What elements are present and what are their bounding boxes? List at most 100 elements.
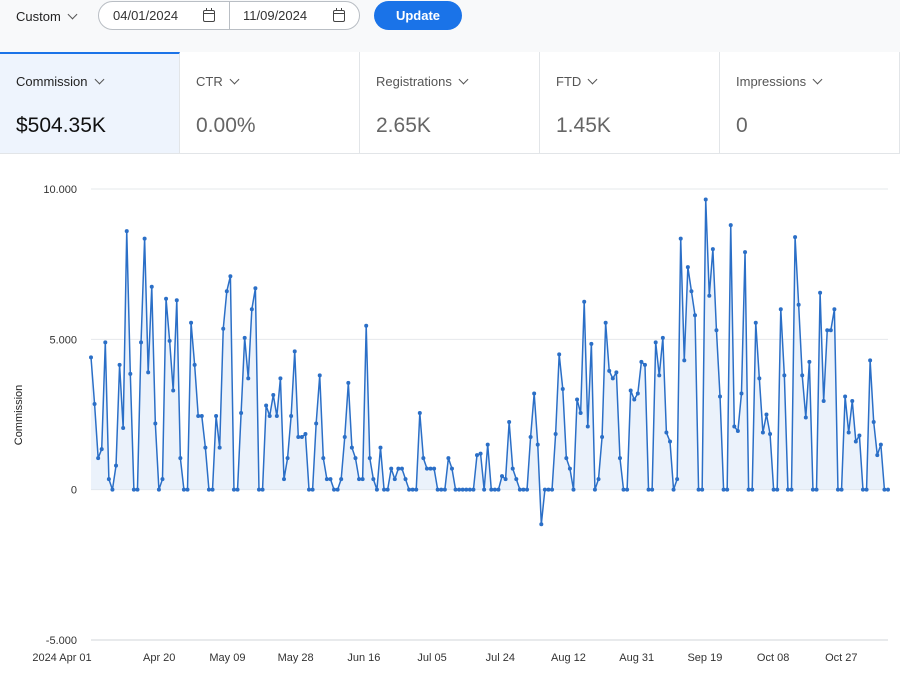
data-point[interactable] — [435, 487, 440, 492]
data-point[interactable] — [246, 376, 251, 381]
data-point[interactable] — [299, 435, 304, 440]
data-point[interactable] — [371, 477, 376, 482]
data-point[interactable] — [253, 286, 258, 291]
data-point[interactable] — [192, 362, 197, 367]
data-point[interactable] — [735, 429, 740, 434]
data-point[interactable] — [721, 487, 726, 492]
data-point[interactable] — [796, 302, 801, 307]
data-point[interactable] — [542, 487, 547, 492]
data-point[interactable] — [199, 414, 204, 418]
data-point[interactable] — [503, 477, 508, 482]
data-point[interactable] — [399, 466, 404, 471]
data-point[interactable] — [471, 487, 476, 492]
data-point[interactable] — [357, 477, 362, 482]
data-point[interactable] — [339, 477, 344, 482]
data-point[interactable] — [793, 235, 798, 240]
data-point[interactable] — [282, 477, 286, 482]
data-point[interactable] — [664, 430, 669, 435]
data-point[interactable] — [289, 414, 294, 418]
end-date-field[interactable]: 11/09/2024 — [243, 2, 351, 29]
data-point[interactable] — [407, 487, 412, 492]
data-point[interactable] — [342, 435, 347, 440]
data-point[interactable] — [750, 487, 755, 492]
data-point[interactable] — [167, 338, 172, 343]
data-point[interactable] — [807, 359, 812, 364]
data-point[interactable] — [171, 388, 176, 393]
data-point[interactable] — [181, 487, 186, 492]
data-point[interactable] — [814, 487, 819, 492]
data-point[interactable] — [228, 274, 233, 279]
data-point[interactable] — [657, 373, 662, 378]
data-point[interactable] — [421, 456, 426, 461]
data-point[interactable] — [446, 456, 451, 461]
data-point[interactable] — [857, 433, 862, 438]
data-point[interactable] — [839, 487, 844, 492]
data-point[interactable] — [464, 487, 469, 492]
data-point[interactable] — [449, 466, 454, 471]
data-point[interactable] — [603, 320, 608, 325]
data-point[interactable] — [349, 445, 354, 450]
data-point[interactable] — [106, 477, 111, 482]
date-range-preset-dropdown[interactable]: Custom — [16, 8, 78, 24]
data-point[interactable] — [474, 453, 479, 458]
data-point[interactable] — [424, 466, 429, 471]
data-point[interactable] — [378, 445, 383, 450]
data-point[interactable] — [696, 487, 701, 492]
data-point[interactable] — [278, 376, 283, 381]
data-point[interactable] — [303, 432, 308, 437]
data-point[interactable] — [667, 439, 672, 444]
data-point[interactable] — [517, 487, 522, 492]
start-date-field[interactable]: 04/01/2024 — [113, 2, 229, 29]
data-point[interactable] — [567, 466, 572, 471]
data-point[interactable] — [346, 380, 351, 385]
data-point[interactable] — [221, 326, 226, 331]
data-point[interactable] — [564, 456, 569, 461]
data-point[interactable] — [124, 229, 129, 234]
data-point[interactable] — [482, 487, 487, 492]
data-point[interactable] — [392, 477, 397, 482]
data-point[interactable] — [103, 340, 108, 345]
data-point[interactable] — [728, 223, 733, 228]
data-point[interactable] — [460, 487, 465, 492]
metric-tab-ftd[interactable]: FTD 1.45K — [540, 52, 720, 153]
data-point[interactable] — [757, 376, 762, 381]
data-point[interactable] — [589, 341, 594, 346]
data-point[interactable] — [428, 466, 433, 471]
data-point[interactable] — [685, 265, 690, 270]
data-point[interactable] — [778, 307, 783, 312]
calendar-icon[interactable] — [203, 8, 215, 22]
data-point[interactable] — [264, 403, 269, 408]
data-point[interactable] — [500, 474, 505, 479]
data-point[interactable] — [632, 397, 637, 402]
data-point[interactable] — [96, 456, 101, 461]
data-point[interactable] — [92, 401, 97, 406]
data-point[interactable] — [868, 358, 873, 363]
data-point[interactable] — [607, 368, 612, 373]
data-point[interactable] — [496, 487, 501, 492]
data-point[interactable] — [532, 391, 537, 396]
data-point[interactable] — [307, 487, 312, 492]
data-point[interactable] — [614, 370, 619, 375]
data-point[interactable] — [771, 487, 776, 492]
data-point[interactable] — [642, 362, 647, 367]
data-point[interactable] — [646, 487, 651, 492]
data-point[interactable] — [160, 477, 165, 482]
data-point[interactable] — [821, 398, 826, 403]
metric-tab-impressions[interactable]: Impressions 0 — [720, 52, 900, 153]
data-point[interactable] — [121, 426, 126, 431]
data-point[interactable] — [235, 487, 240, 492]
data-point[interactable] — [89, 355, 93, 360]
data-point[interactable] — [882, 487, 887, 492]
data-point[interactable] — [803, 415, 808, 420]
data-point[interactable] — [317, 373, 322, 378]
data-point[interactable] — [374, 487, 379, 492]
data-point[interactable] — [871, 420, 876, 425]
data-point[interactable] — [514, 477, 519, 482]
data-point[interactable] — [818, 290, 823, 295]
data-point[interactable] — [324, 477, 329, 482]
data-point[interactable] — [360, 477, 365, 482]
data-point[interactable] — [535, 442, 540, 447]
data-point[interactable] — [675, 477, 680, 482]
data-point[interactable] — [764, 412, 769, 417]
data-point[interactable] — [117, 362, 122, 367]
